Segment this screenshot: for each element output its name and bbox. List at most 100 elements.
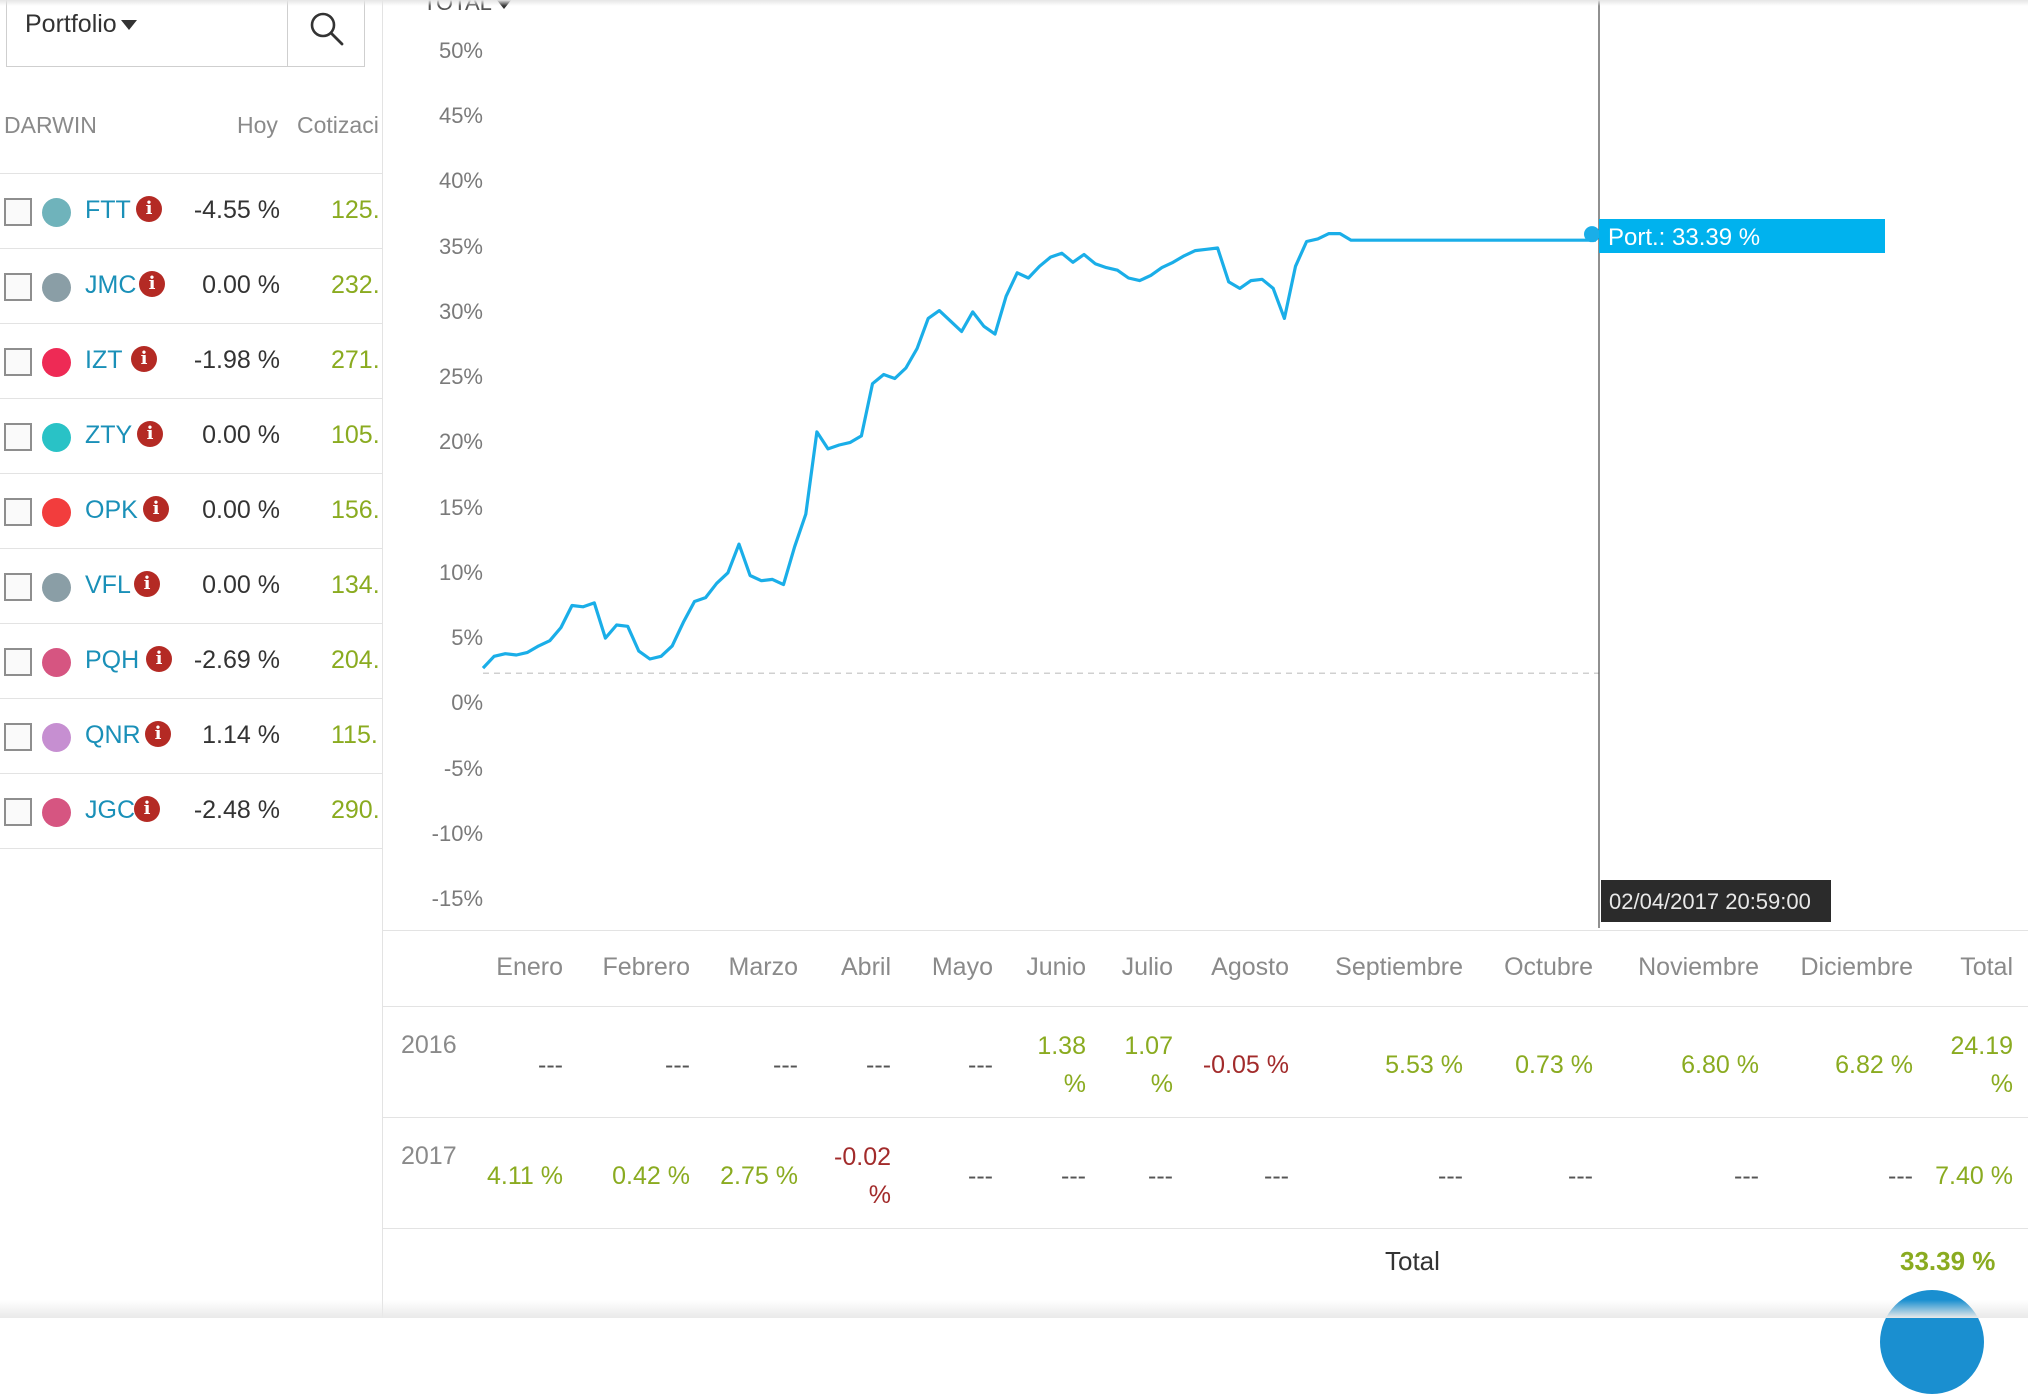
- quote-value: 134.: [331, 571, 380, 599]
- month-header: Enero: [496, 953, 563, 981]
- chart-plot-area: Port.: 33.39 % 02/04/2017 20:59:00: [481, 0, 1885, 928]
- header-darwin[interactable]: DARWIN: [4, 112, 97, 138]
- caret-down-icon: [120, 20, 137, 31]
- monthly-return-cell: 5.53 %: [1323, 1025, 1463, 1105]
- return-value: 1.38 %: [1037, 1032, 1086, 1098]
- darwin-name[interactable]: OPK: [85, 496, 138, 524]
- series-color-dot: [42, 273, 71, 302]
- series-color-dot: [42, 348, 71, 377]
- darwin-name[interactable]: IZT: [85, 346, 123, 374]
- month-header: Marzo: [728, 953, 798, 981]
- search-button[interactable]: [288, 0, 365, 67]
- month-header: Febrero: [602, 953, 690, 981]
- return-value: ---: [1061, 1162, 1086, 1190]
- monthly-return-cell: ---: [923, 1136, 993, 1216]
- return-value: ---: [665, 1051, 690, 1079]
- info-icon[interactable]: i: [143, 496, 169, 522]
- monthly-return-cell: 24.19 %: [1933, 1025, 2013, 1105]
- return-value: -0.02 %: [834, 1143, 891, 1209]
- info-icon[interactable]: i: [134, 796, 160, 822]
- return-value: 1.07 %: [1124, 1032, 1173, 1098]
- darwin-name[interactable]: QNR: [85, 721, 141, 749]
- table-row[interactable]: IZT i -1.98 % 271.: [0, 324, 382, 399]
- darwin-name[interactable]: FTT: [85, 196, 131, 224]
- month-header: Abril: [840, 953, 891, 981]
- return-value: ---: [1734, 1162, 1759, 1190]
- today-change: -4.55 %: [193, 196, 280, 224]
- monthly-return-cell: 7.40 %: [1933, 1136, 2013, 1216]
- info-icon[interactable]: i: [146, 646, 172, 672]
- portfolio-chart[interactable]: TOTAL 50% 45% 40% 35% 30% 25% 20% 15% 10% 5% 0% -5%…: [383, 0, 2028, 930]
- today-change: 0.00 %: [202, 421, 280, 449]
- portfolio-label: Portfolio: [25, 10, 117, 38]
- return-value: 0.73 %: [1515, 1051, 1593, 1079]
- darwin-name[interactable]: ZTY: [85, 421, 133, 449]
- return-value: 6.82 %: [1835, 1051, 1913, 1079]
- darwin-name[interactable]: JGC: [85, 796, 135, 824]
- table-row[interactable]: VFL i 0.00 % 134.: [0, 549, 382, 624]
- return-value: -0.05 %: [1202, 1051, 1289, 1079]
- top-edge: [0, 0, 2028, 6]
- date-box: [1601, 880, 1831, 922]
- row-checkbox[interactable]: [4, 198, 32, 226]
- table-row[interactable]: PQH i -2.69 % 204.: [0, 624, 382, 699]
- series-color-dot: [42, 798, 71, 827]
- table-row[interactable]: FTT i -4.55 % 125.: [0, 174, 382, 249]
- y-tick-label: 35%: [438, 233, 483, 259]
- row-checkbox[interactable]: [4, 498, 32, 526]
- portfolio-dropdown[interactable]: Portfolio: [6, 0, 288, 67]
- year-label: 2017: [401, 1142, 457, 1170]
- today-change: 1.14 %: [202, 721, 280, 749]
- y-tick-label: 10%: [438, 559, 483, 585]
- monthly-return-cell: ---: [1619, 1136, 1759, 1216]
- header-hoy[interactable]: Hoy: [237, 112, 278, 138]
- monthly-return-cell: -0.02 %: [811, 1136, 891, 1216]
- month-header: Junio: [1026, 953, 1086, 981]
- row-checkbox[interactable]: [4, 723, 32, 751]
- return-value: ---: [1888, 1162, 1913, 1190]
- quote-value: 204.: [331, 646, 380, 674]
- table-row[interactable]: QNR i 1.14 % 115.: [0, 699, 382, 774]
- monthly-return-cell: ---: [590, 1025, 690, 1105]
- monthly-return-cell: ---: [1199, 1136, 1289, 1216]
- return-value: ---: [1568, 1162, 1593, 1190]
- header-cotizacion[interactable]: Cotizaci: [297, 112, 379, 138]
- table-row[interactable]: JMC i 0.00 % 232.: [0, 249, 382, 324]
- table-row[interactable]: OPK i 0.00 % 156.: [0, 474, 382, 549]
- series-color-dot: [42, 198, 71, 227]
- y-tick-label: 40%: [438, 168, 483, 194]
- darwin-name[interactable]: JMC: [85, 271, 137, 299]
- monthly-return-cell: ---: [1113, 1136, 1173, 1216]
- row-checkbox[interactable]: [4, 273, 32, 301]
- monthly-returns-table: Enero Febrero Marzo Abril Mayo Junio Julio Agos…: [383, 930, 2028, 1319]
- info-icon[interactable]: i: [145, 721, 171, 747]
- y-tick-label: -15%: [431, 886, 483, 911]
- row-checkbox[interactable]: [4, 573, 32, 601]
- info-icon[interactable]: i: [136, 196, 162, 222]
- row-checkbox[interactable]: [4, 423, 32, 451]
- year-row: 2016 --- --- --- --- --- 1.38 % 1.07 % -0.05 % 5.…: [383, 1007, 2028, 1118]
- row-checkbox[interactable]: [4, 648, 32, 676]
- return-value: ---: [773, 1051, 798, 1079]
- row-checkbox[interactable]: [4, 798, 32, 826]
- bottom-edge: [0, 1300, 2028, 1318]
- monthly-return-cell: ---: [811, 1025, 891, 1105]
- darwin-name[interactable]: PQH: [85, 646, 140, 674]
- table-row[interactable]: ZTY i 0.00 % 105.: [0, 399, 382, 474]
- row-checkbox[interactable]: [4, 348, 32, 376]
- info-icon[interactable]: i: [139, 271, 165, 297]
- table-row[interactable]: JGC i -2.48 % 290.: [0, 774, 382, 849]
- quote-value: 232.: [331, 271, 380, 299]
- search-icon: [310, 12, 344, 46]
- info-icon[interactable]: i: [137, 421, 163, 447]
- return-value: 0.42 %: [612, 1162, 690, 1190]
- month-header: Total: [1960, 953, 2013, 981]
- y-tick-label: 5%: [451, 625, 483, 651]
- month-header: Diciembre: [1800, 953, 1913, 981]
- info-icon[interactable]: i: [131, 346, 157, 372]
- darwin-name[interactable]: VFL: [85, 571, 131, 599]
- return-value: 4.11 %: [487, 1162, 563, 1190]
- info-icon[interactable]: i: [134, 571, 160, 597]
- today-change: 0.00 %: [202, 496, 280, 524]
- monthly-header-row: Enero Febrero Marzo Abril Mayo Junio Julio Agos…: [383, 931, 2028, 1007]
